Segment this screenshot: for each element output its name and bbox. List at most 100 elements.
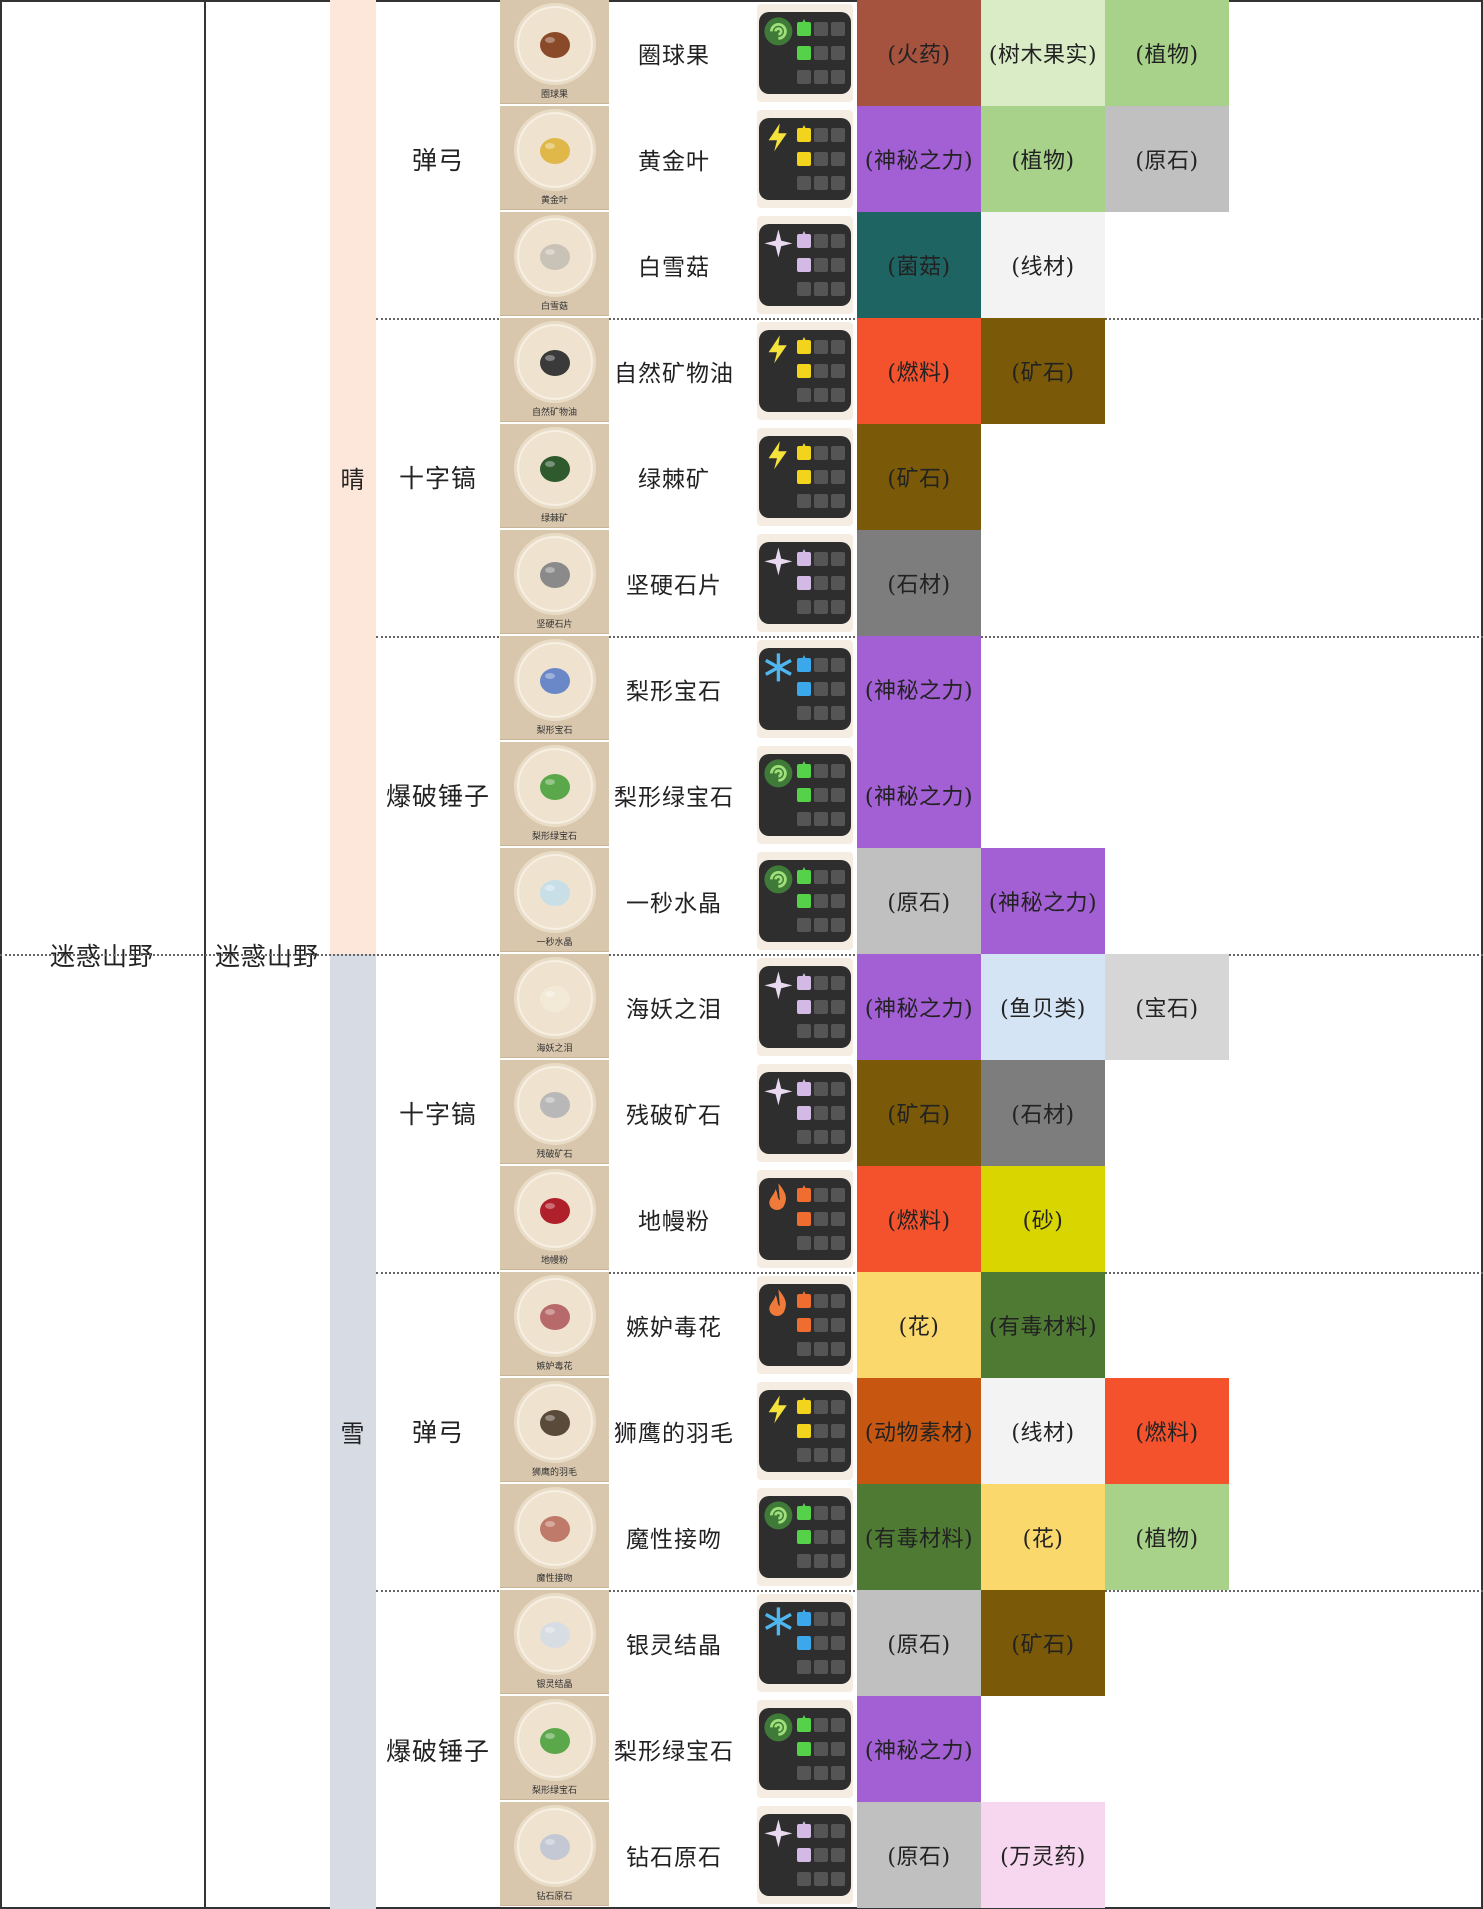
item-caption: 绿棘矿 [540, 514, 568, 524]
item-caption: 白雪菇 [540, 302, 568, 312]
tool-cell: 弹弓 [376, 1272, 500, 1590]
item-caption: 嫉妒毒花 [536, 1362, 573, 1372]
item-image: 圈球果 [500, 0, 609, 104]
item-name: 梨形宝石 [626, 679, 722, 705]
item-name: 狮鹰的羽毛 [614, 1421, 734, 1447]
wind-icon [757, 1700, 853, 1798]
category-tag: (神秘之力) [857, 1696, 981, 1802]
item-name: 白雪菇 [638, 255, 710, 281]
item-name: 魔性接吻 [626, 1527, 722, 1553]
lightning-icon [757, 110, 853, 208]
category-tag: (原石) [1105, 106, 1229, 212]
tool-label: 弹弓 [411, 1418, 464, 1447]
category-tag: (花) [857, 1272, 981, 1378]
item-icon [513, 1381, 596, 1463]
tool-label: 弹弓 [411, 146, 464, 175]
category-tag: (原石) [857, 1802, 981, 1908]
lightning-icon [757, 428, 853, 526]
item-image: 狮鹰的羽毛 [500, 1378, 609, 1482]
item-icon [513, 1699, 596, 1781]
tool-cell: 爆破锤子 [376, 636, 500, 954]
item-image: 海妖之泪 [500, 954, 609, 1058]
item-image: 黄金叶 [500, 106, 609, 210]
fire-icon [757, 1170, 853, 1268]
category-tag: (燃料) [857, 318, 981, 424]
snowflake-icon [757, 640, 853, 738]
item-caption: 一秒水晶 [536, 938, 573, 948]
fire-icon [757, 1276, 853, 1374]
item-caption: 坚硬石片 [536, 620, 573, 630]
item-icon [513, 427, 596, 509]
item-caption: 魔性接吻 [536, 1574, 573, 1584]
weather-cell-snow: 雪 [330, 954, 376, 1909]
category-tag: (树木果实) [981, 0, 1105, 106]
item-name: 残破矿石 [626, 1103, 722, 1129]
item-icon [513, 1487, 596, 1569]
item-image: 梨形绿宝石 [500, 742, 609, 846]
item-image: 魔性接吻 [500, 1484, 609, 1588]
category-tag: (花) [981, 1484, 1105, 1590]
lightning-icon [757, 322, 853, 420]
item-icon [513, 321, 596, 403]
category-tag: (植物) [1105, 0, 1229, 106]
tool-label: 爆破锤子 [385, 782, 490, 811]
item-name: 梨形绿宝石 [614, 1739, 734, 1765]
category-tag: (万灵药) [981, 1802, 1105, 1908]
item-caption: 黄金叶 [540, 196, 568, 206]
item-caption: 海妖之泪 [536, 1044, 573, 1054]
sparkle-icon [757, 958, 853, 1056]
item-icon [513, 957, 596, 1039]
item-name: 绿棘矿 [638, 467, 710, 493]
item-caption: 残破矿石 [536, 1150, 573, 1160]
item-image: 一秒水晶 [500, 848, 609, 952]
region-label: 迷惑山野 [49, 941, 154, 971]
item-name: 圈球果 [638, 43, 710, 69]
item-image: 嫉妒毒花 [500, 1272, 609, 1376]
tool-label: 十字镐 [398, 1100, 477, 1129]
item-caption: 圈球果 [540, 90, 568, 100]
item-image: 绿棘矿 [500, 424, 609, 528]
weather-label: 晴 [340, 465, 366, 494]
lightning-icon [757, 1382, 853, 1480]
item-icon [513, 1063, 596, 1145]
item-icon [513, 745, 596, 827]
item-image: 梨形宝石 [500, 636, 609, 740]
category-tag: (植物) [981, 106, 1105, 212]
category-tag: (神秘之力) [857, 742, 981, 848]
category-tag: (矿石) [857, 424, 981, 530]
category-tag: (动物素材) [857, 1378, 981, 1484]
category-tag: (燃料) [1105, 1378, 1229, 1484]
category-tag: (原石) [857, 1590, 981, 1696]
sparkle-icon [757, 1806, 853, 1904]
item-caption: 梨形绿宝石 [531, 1786, 577, 1796]
category-tag: (神秘之力) [857, 636, 981, 742]
category-tag: (矿石) [981, 1590, 1105, 1696]
category-tag: (砂) [981, 1166, 1105, 1272]
item-caption: 地幔粉 [540, 1256, 568, 1266]
wind-icon [757, 852, 853, 950]
category-tag: (神秘之力) [857, 106, 981, 212]
item-icon [513, 1593, 596, 1675]
item-name: 黄金叶 [638, 149, 710, 175]
category-tag: (燃料) [857, 1166, 981, 1272]
tool-cell: 十字镐 [376, 318, 500, 636]
item-icon [513, 215, 596, 297]
category-tag: (神秘之力) [981, 848, 1105, 954]
category-tag: (植物) [1105, 1484, 1229, 1590]
area-cell: 迷惑山野 [204, 0, 330, 1909]
item-icon [513, 639, 596, 721]
item-name: 银灵结晶 [626, 1633, 722, 1659]
tool-cell: 十字镐 [376, 954, 500, 1272]
item-name: 梨形绿宝石 [614, 785, 734, 811]
item-image: 梨形绿宝石 [500, 1696, 609, 1800]
category-tag: (有毒材料) [981, 1272, 1105, 1378]
item-caption: 钻石原石 [536, 1892, 573, 1902]
category-tag: (线材) [981, 212, 1105, 318]
item-caption: 梨形宝石 [536, 726, 573, 736]
item-image: 白雪菇 [500, 212, 609, 316]
category-tag: (鱼贝类) [981, 954, 1105, 1060]
item-icon [513, 3, 596, 85]
sparkle-icon [757, 534, 853, 632]
item-icon [513, 1805, 596, 1887]
item-caption: 银灵结晶 [536, 1680, 573, 1690]
